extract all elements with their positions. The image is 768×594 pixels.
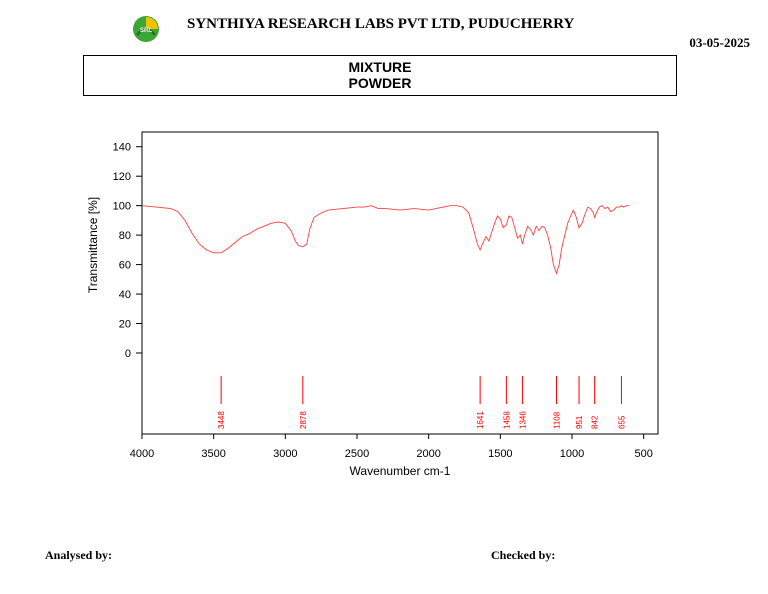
- logo-text: SRL: [140, 28, 152, 34]
- checked-by-label: Checked by:: [491, 548, 556, 562]
- x-tick-label: 1500: [488, 448, 512, 460]
- company-logo: SRL: [133, 16, 159, 42]
- x-tick-label: 2000: [416, 448, 440, 460]
- peak-label: 1108: [553, 411, 562, 429]
- peak-label: 842: [591, 415, 600, 429]
- x-tick-label: 2500: [345, 448, 369, 460]
- report-date: 03-05-2025: [689, 35, 750, 50]
- x-tick-label: 500: [634, 448, 652, 460]
- y-tick-label: 100: [113, 201, 131, 213]
- company-name: SYNTHIYA RESEARCH LABS PVT LTD, PUDUCHER…: [187, 16, 575, 32]
- y-tick-label: 40: [119, 289, 131, 301]
- logo-leaf-arc: [136, 28, 156, 36]
- spectrum-line: [141, 205, 630, 275]
- y-axis-label: Transmittance [%]: [86, 197, 100, 293]
- y-tick-label: 0: [125, 348, 131, 360]
- x-axis-label: Wavenumber cm-1: [350, 464, 451, 478]
- x-tick-label: 3000: [273, 448, 297, 460]
- sample-name-line-1: MIXTURE: [348, 59, 412, 75]
- logo-sun-segment: [146, 17, 158, 29]
- peak-label: 951: [575, 415, 584, 429]
- y-tick-label: 80: [119, 230, 131, 242]
- plot-frame: [141, 131, 659, 435]
- peak-markers: 3448 2878 1641 1458 1346 1108 951 842 655: [217, 376, 626, 429]
- x-tick-label: 3500: [201, 448, 225, 460]
- x-tick-label: 1000: [560, 448, 584, 460]
- sample-name-line-2: POWDER: [348, 75, 412, 91]
- x-axis: 4000 3500 3000 2500 2000 1500 1000 500: [130, 434, 653, 460]
- peak-label: 1641: [476, 411, 485, 429]
- peak-label: 2878: [299, 411, 308, 429]
- y-tick-label: 120: [113, 171, 131, 183]
- analysed-by-label: Analysed by:: [45, 548, 113, 562]
- y-tick-label: 140: [113, 142, 131, 154]
- peak-label: 3448: [217, 411, 226, 429]
- y-tick-label: 20: [119, 319, 131, 331]
- y-axis: 0 20 40 60 80 100 120 140: [113, 142, 142, 360]
- peak-label: 1346: [518, 411, 527, 429]
- y-tick-label: 60: [119, 260, 131, 272]
- peak-label: 655: [617, 415, 626, 429]
- sample-name-box: MIXTURE POWDER: [83, 55, 677, 96]
- peak-label: 1458: [502, 411, 511, 429]
- x-tick-label: 4000: [130, 448, 154, 460]
